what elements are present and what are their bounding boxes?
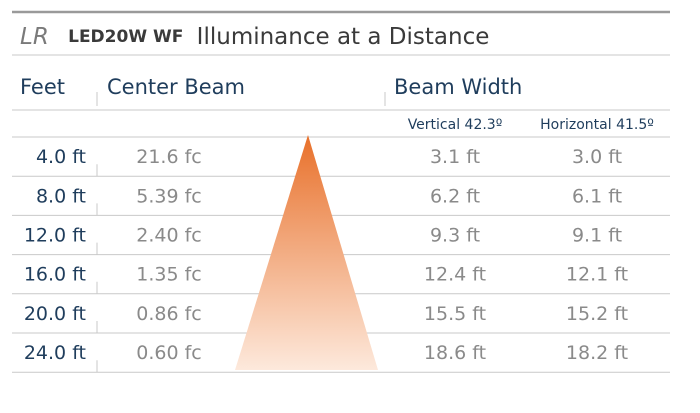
cell: 8.0 ft xyxy=(36,185,86,207)
beam-cone xyxy=(235,135,378,370)
cell: 21.6 fc xyxy=(136,146,201,168)
cell: 3.1 ft xyxy=(430,146,480,168)
cell: 18.6 ft xyxy=(424,342,486,364)
cell: 12.4 ft xyxy=(424,264,486,286)
header: Beam Width xyxy=(394,75,522,99)
cell: 24.0 ft xyxy=(24,342,86,364)
cell: 0.86 fc xyxy=(136,303,201,325)
cell: 12.1 ft xyxy=(566,264,628,286)
cell: 1.35 fc xyxy=(136,264,201,286)
cell: 12.0 ft xyxy=(24,225,86,247)
subheader: Vertical 42.3º xyxy=(408,117,503,133)
cell: 0.60 fc xyxy=(136,342,201,364)
cell: 6.2 ft xyxy=(430,185,480,207)
cell: 4.0 ft xyxy=(36,146,86,168)
cell: 20.0 ft xyxy=(24,303,86,325)
cell: 15.5 ft xyxy=(424,303,486,325)
title-model: LED20W WF xyxy=(68,27,183,47)
title-text: Illuminance at a Distance xyxy=(197,24,490,50)
cell: 9.3 ft xyxy=(430,225,480,247)
cell: 5.39 fc xyxy=(136,185,201,207)
header: Feet xyxy=(20,75,65,99)
cell: 16.0 ft xyxy=(24,264,86,286)
title: LR LED20W WF Illuminance at a Distance xyxy=(20,24,489,50)
cell: 2.40 fc xyxy=(136,225,201,247)
cell: 9.1 ft xyxy=(572,225,622,247)
cell: 18.2 ft xyxy=(566,342,628,364)
header: Center Beam xyxy=(107,75,245,99)
cell: 3.0 ft xyxy=(572,146,622,168)
cell: 6.1 ft xyxy=(572,185,622,207)
title-prefix: LR xyxy=(20,24,49,50)
cell: 15.2 ft xyxy=(566,303,628,325)
subheader: Horizontal 41.5º xyxy=(540,117,654,133)
